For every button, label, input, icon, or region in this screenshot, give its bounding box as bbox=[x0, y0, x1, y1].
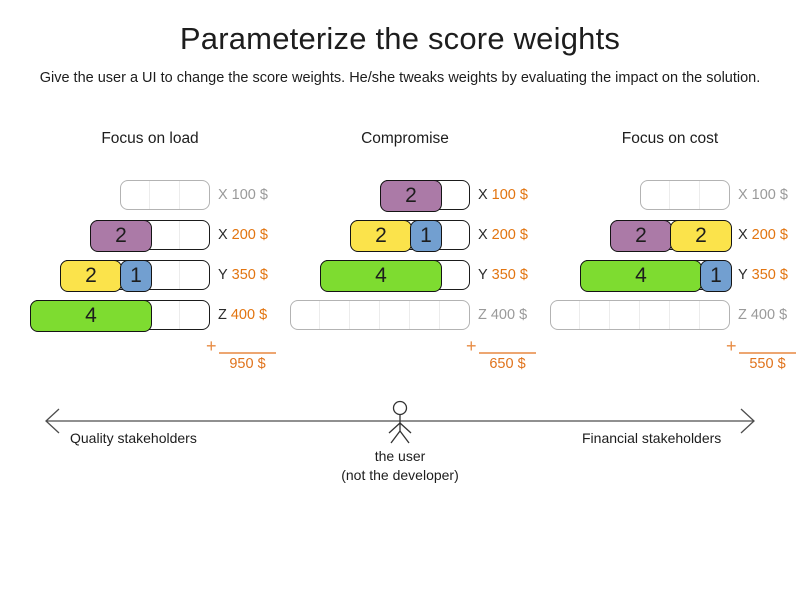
computer-price: 350 $ bbox=[751, 267, 788, 283]
computer-price: 100 $ bbox=[491, 187, 528, 203]
process-block: 2 bbox=[380, 180, 442, 212]
computer-letter: Y bbox=[218, 267, 228, 283]
capacity-box bbox=[550, 300, 730, 330]
capacity-box: 2 bbox=[90, 220, 210, 252]
computer-letter: Z bbox=[738, 307, 747, 323]
computer-price: 200 $ bbox=[751, 227, 788, 243]
row-label: X 200 $ bbox=[218, 220, 268, 250]
capacity-box: 4 bbox=[30, 300, 210, 332]
left-arrow-icon bbox=[45, 408, 60, 434]
computer-letter: Y bbox=[478, 267, 488, 283]
capacity-box bbox=[120, 180, 210, 210]
row-label: Y 350 $ bbox=[478, 260, 528, 290]
user-actor-icon bbox=[388, 400, 412, 444]
process-size: 2 bbox=[405, 184, 417, 207]
computer-price: 100 $ bbox=[751, 187, 788, 203]
process-block: 4 bbox=[30, 300, 152, 332]
quality-stakeholders-label: Quality stakeholders bbox=[70, 430, 197, 446]
process-size: 2 bbox=[85, 264, 97, 287]
computer-letter: X bbox=[738, 187, 748, 203]
financial-stakeholders-label: Financial stakeholders bbox=[582, 430, 722, 446]
process-size: 4 bbox=[635, 264, 647, 287]
row-label: Z 400 $ bbox=[738, 300, 787, 330]
capacity-box: 4 bbox=[320, 260, 470, 292]
computer-price: 100 $ bbox=[231, 187, 268, 203]
plus-icon: + bbox=[206, 336, 217, 356]
process-size: 4 bbox=[375, 264, 387, 287]
computer-letter: Y bbox=[738, 267, 748, 283]
scenario-title-compromise: Compromise bbox=[361, 130, 449, 147]
sum-rule bbox=[219, 352, 276, 354]
user-label-line1: the user bbox=[374, 448, 426, 464]
page-title: Parameterize the score weights bbox=[179, 21, 621, 56]
capacity-box: 2 1 bbox=[60, 260, 210, 292]
process-block: 2 bbox=[610, 220, 672, 252]
user-label-line2: (not the developer) bbox=[341, 467, 459, 483]
computer-letter: X bbox=[478, 187, 488, 203]
process-block: 4 bbox=[580, 260, 702, 292]
capacity-box: 4 1 bbox=[580, 260, 732, 292]
capacity-box bbox=[290, 300, 470, 330]
computer-price: 350 $ bbox=[491, 267, 528, 283]
sum-total: 650 $ bbox=[489, 356, 526, 372]
computer-price: 350 $ bbox=[231, 267, 268, 283]
process-size: 2 bbox=[635, 224, 647, 247]
process-block: 1 bbox=[120, 260, 152, 292]
row-label: Y 350 $ bbox=[218, 260, 268, 290]
process-block: 1 bbox=[700, 260, 732, 292]
process-size: 2 bbox=[695, 224, 707, 247]
process-block: 2 bbox=[350, 220, 412, 252]
process-block: 2 bbox=[670, 220, 732, 252]
row-label: X 200 $ bbox=[738, 220, 788, 250]
plus-icon: + bbox=[466, 336, 477, 356]
cost-sum: + 950 $ bbox=[206, 336, 276, 373]
process-size: 2 bbox=[115, 224, 127, 247]
computer-letter: X bbox=[478, 227, 488, 243]
computer-letter: X bbox=[738, 227, 748, 243]
row-label: X 100 $ bbox=[218, 180, 268, 210]
capacity-box: 2 1 bbox=[350, 220, 470, 252]
process-size: 4 bbox=[85, 304, 97, 327]
process-block: 1 bbox=[410, 220, 442, 252]
sum-total: 550 $ bbox=[749, 356, 786, 372]
computer-price: 200 $ bbox=[491, 227, 528, 243]
computer-letter: X bbox=[218, 227, 228, 243]
process-size: 1 bbox=[130, 264, 142, 287]
scenario-title-focus-on-load: Focus on load bbox=[101, 130, 199, 147]
row-label: Z 400 $ bbox=[218, 300, 267, 330]
computer-letter: Z bbox=[218, 307, 227, 323]
capacity-box bbox=[640, 180, 730, 210]
process-size: 1 bbox=[710, 264, 722, 287]
row-label: X 200 $ bbox=[478, 220, 528, 250]
row-label: Z 400 $ bbox=[478, 300, 527, 330]
process-block: 4 bbox=[320, 260, 442, 292]
computer-letter: Z bbox=[478, 307, 487, 323]
subtitle: Give the user a UI to change the score w… bbox=[39, 70, 761, 86]
plus-icon: + bbox=[726, 336, 737, 356]
row-label: Y 350 $ bbox=[738, 260, 788, 290]
row-label: X 100 $ bbox=[478, 180, 528, 210]
computer-price: 400 $ bbox=[490, 307, 528, 323]
computer-letter: X bbox=[218, 187, 228, 203]
process-block: 2 bbox=[60, 260, 122, 292]
capacity-box: 2 bbox=[380, 180, 470, 212]
stakeholder-axis bbox=[45, 400, 755, 444]
process-size: 1 bbox=[420, 224, 432, 247]
computer-price: 200 $ bbox=[231, 227, 268, 243]
computer-price: 400 $ bbox=[750, 307, 788, 323]
cost-sum: + 650 $ bbox=[466, 336, 536, 373]
process-block: 2 bbox=[90, 220, 152, 252]
right-arrow-icon bbox=[740, 408, 755, 434]
scenario-title-focus-on-cost: Focus on cost bbox=[621, 130, 719, 147]
row-label: X 100 $ bbox=[738, 180, 788, 210]
capacity-box: 2 2 bbox=[610, 220, 732, 252]
cost-sum: + 550 $ bbox=[726, 336, 796, 373]
process-size: 2 bbox=[375, 224, 387, 247]
sum-total: 950 $ bbox=[229, 356, 266, 372]
computer-price: 400 $ bbox=[230, 307, 268, 323]
sum-rule bbox=[739, 352, 796, 354]
sum-rule bbox=[479, 352, 536, 354]
